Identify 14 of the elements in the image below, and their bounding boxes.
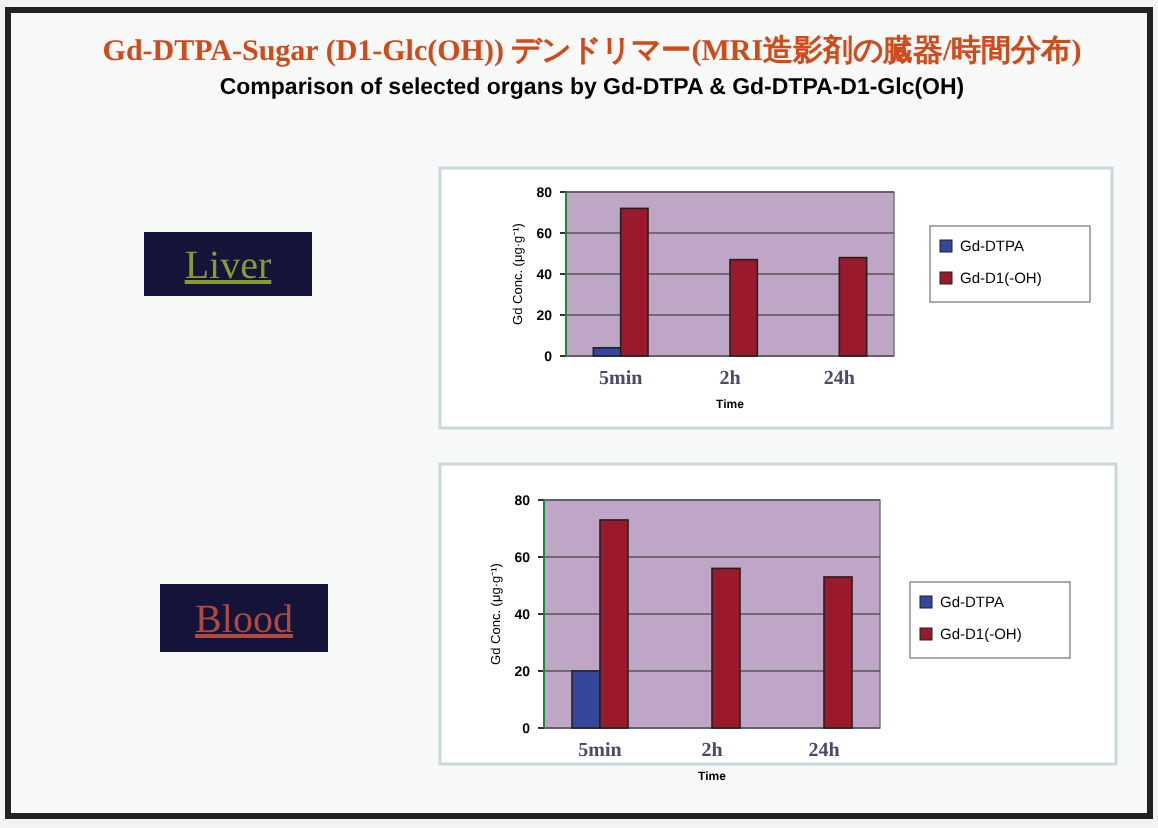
text: Liver (184, 244, 272, 288)
x-tick-label: 5min (578, 740, 623, 762)
x-tick-label: 2h (719, 368, 742, 390)
chart-subtitle: Comparison of selected organs by Gd-DTPA & Gd-DTPA-D1-Glc(OH) (219, 76, 965, 100)
bar (711, 567, 741, 729)
text: Blood (195, 598, 293, 642)
x-tick-label: 5min (598, 368, 644, 390)
x-tick-label: 24h (808, 740, 841, 762)
x-tick-label: 2h (701, 740, 724, 762)
chart-title: Gd-DTPA-Sugar (D1-Glc(OH)) デンドリマー(MRI造影剤の臓器/時間分布) (102, 32, 1082, 68)
bar (838, 256, 868, 357)
x-tick-label: 24h (823, 368, 856, 390)
bar (729, 258, 759, 357)
bar (823, 576, 853, 729)
